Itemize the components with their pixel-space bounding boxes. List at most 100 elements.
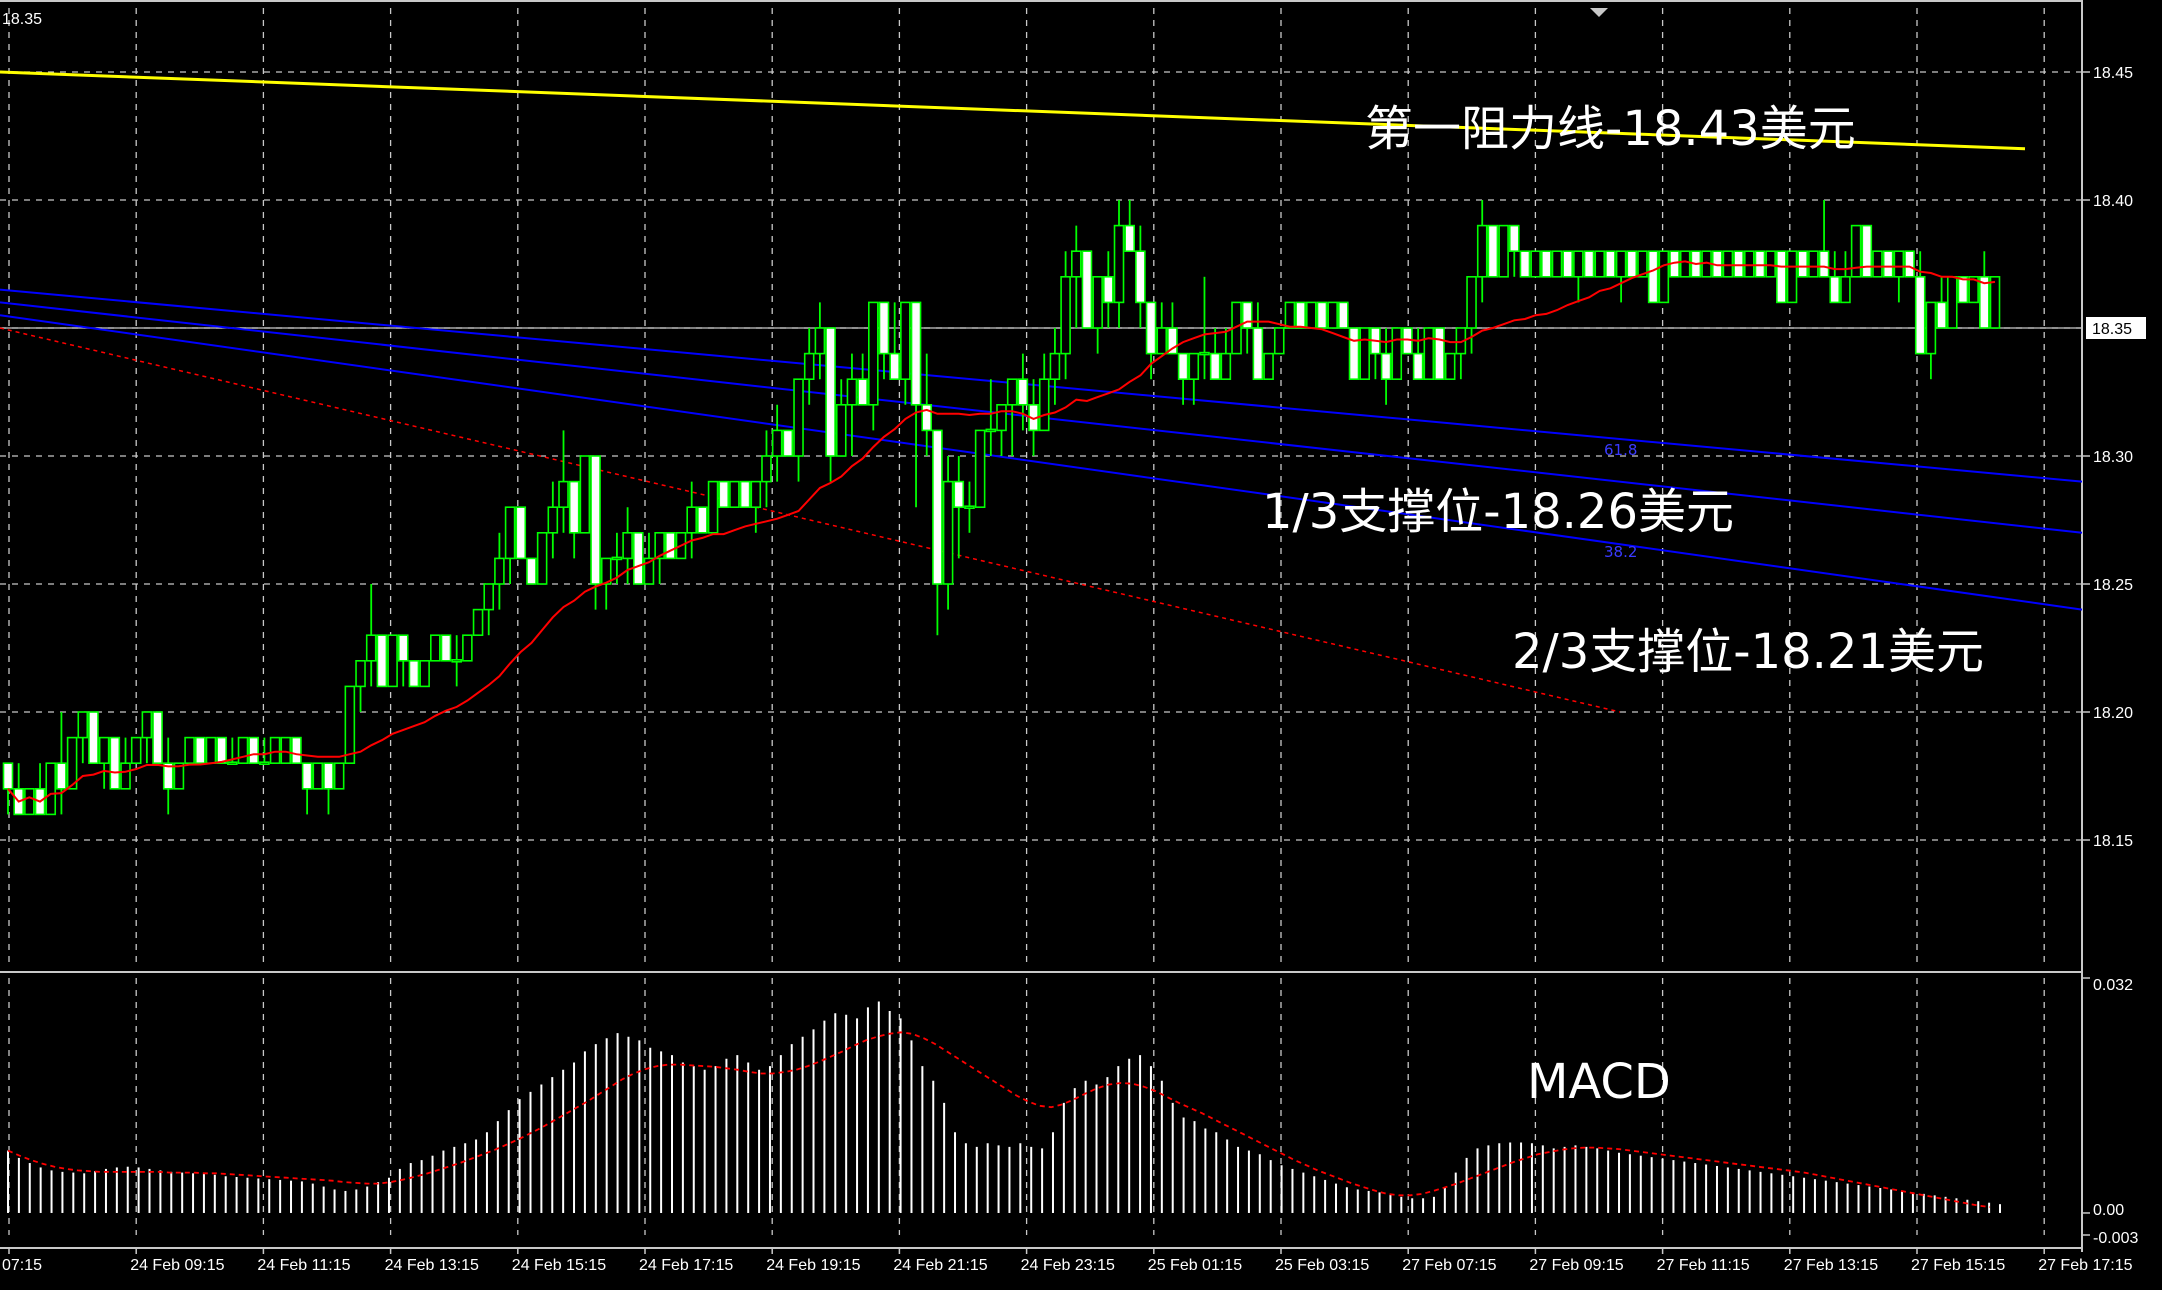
candle-body <box>1412 352 1424 381</box>
time-tick-label: 24 Feb 21:15 <box>893 1257 987 1274</box>
candle-body <box>1263 352 1274 381</box>
candle-body <box>1252 327 1264 381</box>
resistance-line <box>0 70 2026 151</box>
axes: 18.45 18.40 18.30 18.25 18.20 18.15 18.35 07:15… <box>2 65 2146 1274</box>
candle-body <box>1615 250 1627 278</box>
price-tick-label: 18.40 <box>2093 193 2133 210</box>
red-dashed-trendline <box>0 327 1621 713</box>
candle-body <box>1476 224 1488 278</box>
support-channel-line <box>0 314 2083 611</box>
candle-body <box>1786 250 1798 304</box>
time-tick-label: 27 Feb 17:15 <box>2038 1257 2132 1274</box>
resistance-annotation: 第一阻力线-18.43美元 <box>1365 101 1856 157</box>
price-tick-label: 18.20 <box>2093 705 2133 722</box>
candle-body <box>397 634 409 662</box>
candle-body <box>835 403 847 457</box>
candle-body <box>130 736 142 764</box>
candle-body <box>1338 301 1349 329</box>
candle-body <box>205 736 217 764</box>
candle-body <box>1893 250 1905 278</box>
candle-body <box>803 352 815 381</box>
candle-body <box>654 531 665 560</box>
candle-body <box>365 634 377 662</box>
candle-body <box>632 531 644 585</box>
candle-body <box>1444 352 1456 381</box>
candle-body <box>910 301 922 406</box>
candle-body <box>771 429 783 457</box>
candle-body <box>1348 327 1360 381</box>
candle-body <box>1199 351 1210 356</box>
candle-body <box>194 736 206 764</box>
candle-body <box>547 506 559 534</box>
candle-body <box>846 378 858 406</box>
time-tick-label: 07:15 <box>2 1257 42 1274</box>
moving-average-line <box>7 260 1996 803</box>
chart-frame <box>0 0 2083 1252</box>
time-tick-label: 27 Feb 09:15 <box>1529 1257 1623 1274</box>
candle-body <box>440 634 452 662</box>
candle-body <box>825 327 836 457</box>
candle-body <box>1519 250 1531 278</box>
candle-body <box>376 634 388 688</box>
candle-body <box>985 428 997 433</box>
candle-body <box>1872 250 1883 278</box>
candle-body <box>1081 250 1093 329</box>
candle-body <box>1658 250 1670 304</box>
time-tick-label: 27 Feb 11:15 <box>1657 1257 1750 1274</box>
candle-body <box>1573 250 1584 278</box>
time-tick-label: 24 Feb 23:15 <box>1021 1257 1115 1274</box>
candle-body <box>152 711 163 765</box>
fib-382-label: 38.2 <box>1604 543 1637 561</box>
candle-body <box>600 557 612 585</box>
macd-tick-label: 0.00 <box>2093 1202 2124 1219</box>
candle-body <box>1124 224 1135 253</box>
time-tick-label: 24 Feb 17:15 <box>639 1257 733 1274</box>
candle-body <box>1754 250 1766 278</box>
price-tick-label: 18.45 <box>2093 65 2133 82</box>
candle-body <box>1583 250 1595 278</box>
candle-body <box>750 480 762 509</box>
candle-body <box>1423 327 1435 381</box>
candle-body <box>184 736 195 764</box>
candle-body <box>1145 301 1157 355</box>
candle-body <box>1647 250 1659 304</box>
candle-body <box>301 762 313 790</box>
candle-body <box>1968 275 1979 304</box>
candle-body <box>1882 250 1894 278</box>
candle-body <box>1743 250 1755 278</box>
candle-body <box>1006 378 1018 406</box>
price-tick-label: 18.15 <box>2093 833 2133 850</box>
candle-body <box>408 659 420 688</box>
candle-body <box>1391 327 1403 381</box>
candle-body <box>1818 250 1830 278</box>
candle-body <box>558 480 569 509</box>
candle-body <box>1017 378 1029 406</box>
candle-body <box>686 506 697 534</box>
candle-body <box>622 531 633 560</box>
candle-body <box>141 711 153 739</box>
candle-body <box>579 455 591 534</box>
support-1-annotation: 1/3支撑位-18.26美元 <box>1262 484 1734 540</box>
candle-body <box>1861 224 1873 278</box>
candle-body <box>1380 352 1392 381</box>
time-tick-label: 27 Feb 07:15 <box>1402 1257 1496 1274</box>
candle-body <box>66 736 78 790</box>
candle-body <box>1914 275 1926 355</box>
candle-body <box>1487 224 1499 278</box>
candle-body <box>109 736 121 790</box>
candle-body <box>729 480 740 509</box>
candle-body <box>1946 275 1958 329</box>
candle-body <box>291 736 302 764</box>
candle-body <box>1156 327 1168 355</box>
candle-body <box>665 531 676 560</box>
candle-body <box>932 429 943 585</box>
candle-body <box>2 762 14 790</box>
time-tick-label: 25 Feb 01:15 <box>1148 1257 1242 1274</box>
candle-body <box>1508 224 1520 253</box>
candle-body <box>120 762 131 790</box>
price-tick-label: 18.30 <box>2093 449 2133 466</box>
candle-body <box>1989 275 2001 329</box>
candle-body <box>1594 250 1606 278</box>
candle-body <box>462 634 473 662</box>
candle-body <box>868 301 879 406</box>
